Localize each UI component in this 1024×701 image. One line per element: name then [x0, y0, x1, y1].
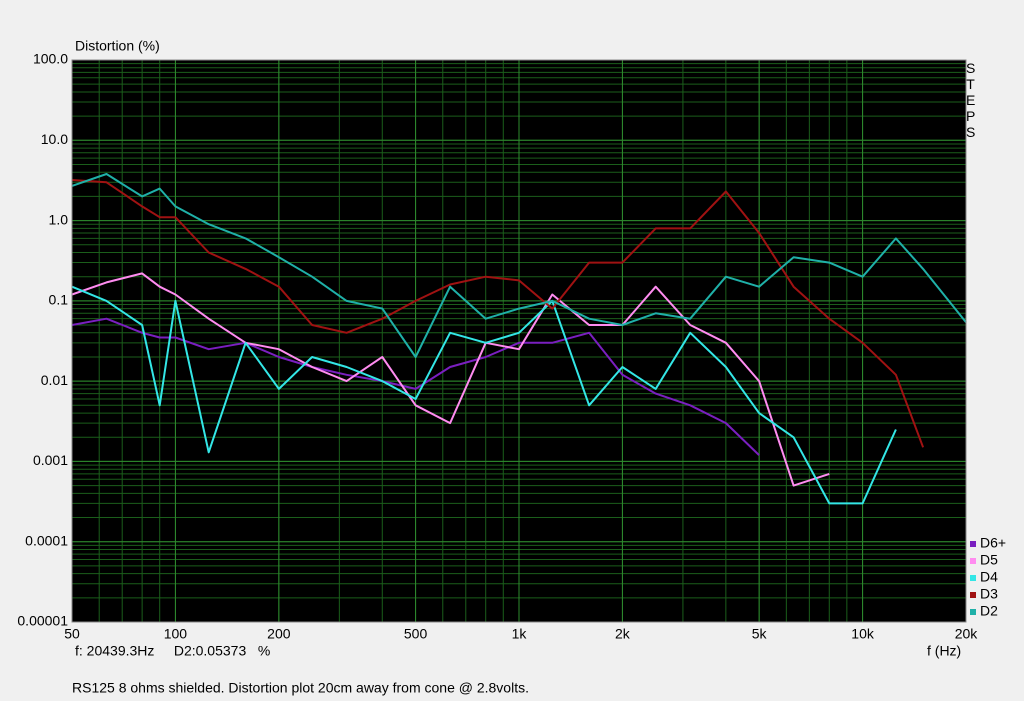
x-tick-label: 500 — [404, 626, 428, 642]
legend-label: D3 — [980, 586, 998, 602]
x-tick-label: 100 — [164, 626, 188, 642]
plot-border — [71, 59, 967, 623]
y-tick-label: 0.001 — [33, 452, 68, 468]
y-tick-label: 0.1 — [49, 292, 69, 308]
cursor-readout: f: 20439.3Hz D2:0.05373 % — [75, 643, 270, 659]
y-tick-label: 10.0 — [41, 131, 68, 147]
x-tick-label: 20k — [955, 626, 979, 642]
x-axis-label: f (Hz) — [927, 643, 961, 659]
steps-label: STEPS — [966, 60, 976, 140]
x-tick-label: 10k — [851, 626, 875, 642]
legend-label: D2 — [980, 603, 998, 619]
x-tick-label: 1k — [512, 626, 528, 642]
legend-swatch — [970, 541, 976, 547]
legend-label: D4 — [980, 569, 998, 585]
legend-swatch — [970, 592, 976, 598]
x-tick-label: 200 — [267, 626, 291, 642]
y-tick-label: 0.00001 — [17, 613, 68, 629]
x-tick-label: 5k — [752, 626, 768, 642]
legend-swatch — [970, 558, 976, 564]
series-line — [71, 173, 967, 358]
legend-swatch — [970, 609, 976, 615]
legend-label: D6+ — [980, 535, 1006, 551]
series-line — [71, 272, 830, 487]
x-tick-label: 2k — [615, 626, 631, 642]
y-tick-label: 0.01 — [41, 372, 68, 388]
y-tick-label: 1.0 — [49, 211, 69, 227]
x-tick-label: 50 — [64, 626, 80, 642]
y-tick-label: 0.0001 — [25, 532, 68, 548]
y-tick-label: 100.0 — [33, 51, 68, 67]
series-line — [71, 285, 897, 505]
legend-swatch — [970, 575, 976, 581]
series-line — [71, 179, 925, 448]
series-line — [71, 317, 760, 456]
y-axis-label: Distortion (%) — [75, 38, 160, 54]
legend-label: D5 — [980, 552, 998, 568]
caption: RS125 8 ohms shielded. Distortion plot 2… — [72, 680, 529, 696]
